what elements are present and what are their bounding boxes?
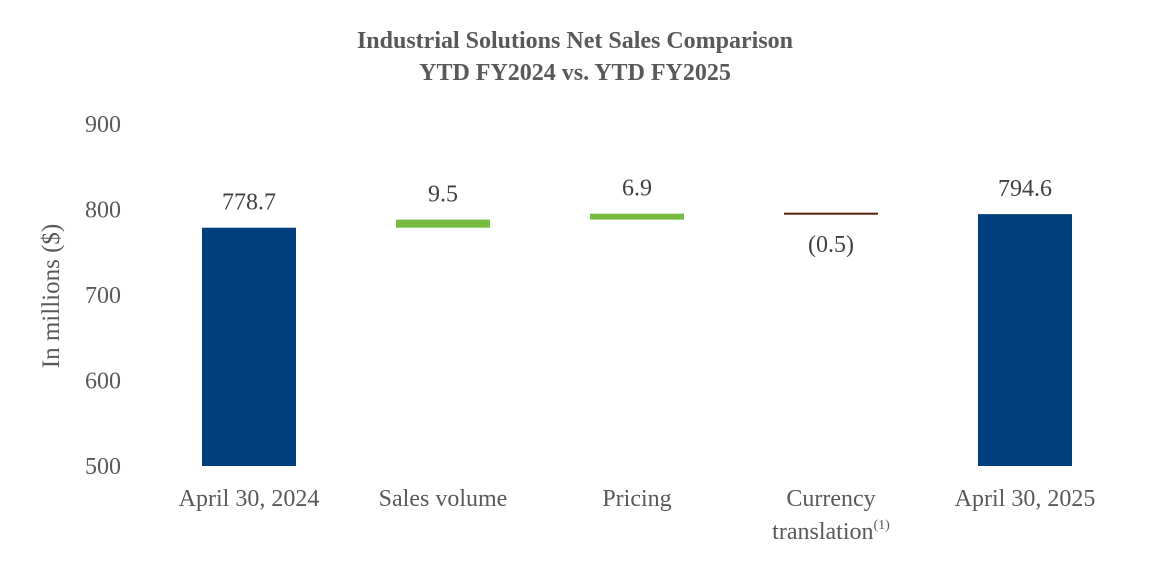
y-tick-label: 600 <box>85 369 121 395</box>
x-tick-label: Sales volume <box>379 486 508 512</box>
bar-decrease <box>784 212 878 215</box>
y-tick-label: 800 <box>85 198 121 224</box>
x-tick-label-superscript: (1) <box>873 518 890 533</box>
chart-title-line-1: Industrial Solutions Net Sales Compariso… <box>357 28 793 54</box>
x-tick-label-text: April 30, 2025 <box>955 486 1096 512</box>
bar-increase <box>590 213 684 220</box>
data-label: 778.7 <box>222 190 276 216</box>
x-tick-label-text: translation <box>772 519 873 545</box>
data-labels-group: 778.7 9.5 6.9 (0.5) 794.6 <box>222 176 1052 258</box>
y-tick-label: 700 <box>85 283 121 309</box>
x-tick-label: Currency <box>786 486 875 512</box>
x-tick-label: Pricing <box>602 486 671 512</box>
data-label: 794.6 <box>998 176 1052 202</box>
x-tick-label: translation(1) <box>772 518 890 545</box>
x-tick-label-text: Pricing <box>602 486 671 512</box>
bar-total <box>978 214 1072 466</box>
y-axis-ticks: 500 600 700 800 900 <box>85 112 121 480</box>
x-tick-label: April 30, 2025 <box>955 486 1096 512</box>
x-tick-label-text: Currency <box>786 486 875 512</box>
data-label: (0.5) <box>808 232 854 258</box>
data-label: 9.5 <box>428 182 458 208</box>
y-axis-label: In millions ($) <box>38 224 65 368</box>
x-tick-label-text: April 30, 2024 <box>179 486 320 512</box>
data-label: 6.9 <box>622 176 652 202</box>
bar-increase <box>396 219 490 228</box>
x-tick-label-text: Sales volume <box>379 486 508 512</box>
y-tick-label: 500 <box>85 454 121 480</box>
chart-title-line-2: YTD FY2024 vs. YTD FY2025 <box>419 60 731 86</box>
y-tick-label: 900 <box>85 112 121 138</box>
x-tick-label: April 30, 2024 <box>179 486 320 512</box>
bars-group <box>202 212 1072 466</box>
x-axis-labels: April 30, 2024 Sales volume Pricing Currenc… <box>179 486 1096 545</box>
bar-total <box>202 227 296 466</box>
